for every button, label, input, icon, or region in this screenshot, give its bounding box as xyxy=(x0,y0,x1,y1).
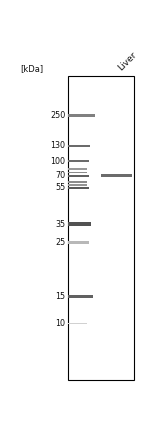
Bar xyxy=(68,168,87,170)
Bar xyxy=(68,187,89,189)
Text: 35: 35 xyxy=(55,220,65,229)
Text: [kDa]: [kDa] xyxy=(20,64,43,73)
Text: 25: 25 xyxy=(55,238,65,247)
Bar xyxy=(68,323,87,325)
Text: 70: 70 xyxy=(55,171,65,180)
Bar xyxy=(68,172,87,173)
Text: 15: 15 xyxy=(55,292,65,301)
Bar xyxy=(68,114,95,117)
Bar xyxy=(101,174,132,177)
Text: Liver: Liver xyxy=(116,51,138,73)
Text: 130: 130 xyxy=(50,141,65,151)
Bar xyxy=(68,160,89,162)
Bar xyxy=(68,174,89,177)
Bar xyxy=(68,223,92,226)
Bar xyxy=(68,181,87,183)
Bar xyxy=(68,295,93,298)
Text: 55: 55 xyxy=(55,184,65,192)
Bar xyxy=(68,76,134,380)
Bar xyxy=(68,184,87,186)
Text: 10: 10 xyxy=(55,319,65,328)
Bar xyxy=(68,145,90,147)
Text: 250: 250 xyxy=(50,111,65,120)
Text: 100: 100 xyxy=(50,157,65,166)
Bar xyxy=(68,241,89,244)
